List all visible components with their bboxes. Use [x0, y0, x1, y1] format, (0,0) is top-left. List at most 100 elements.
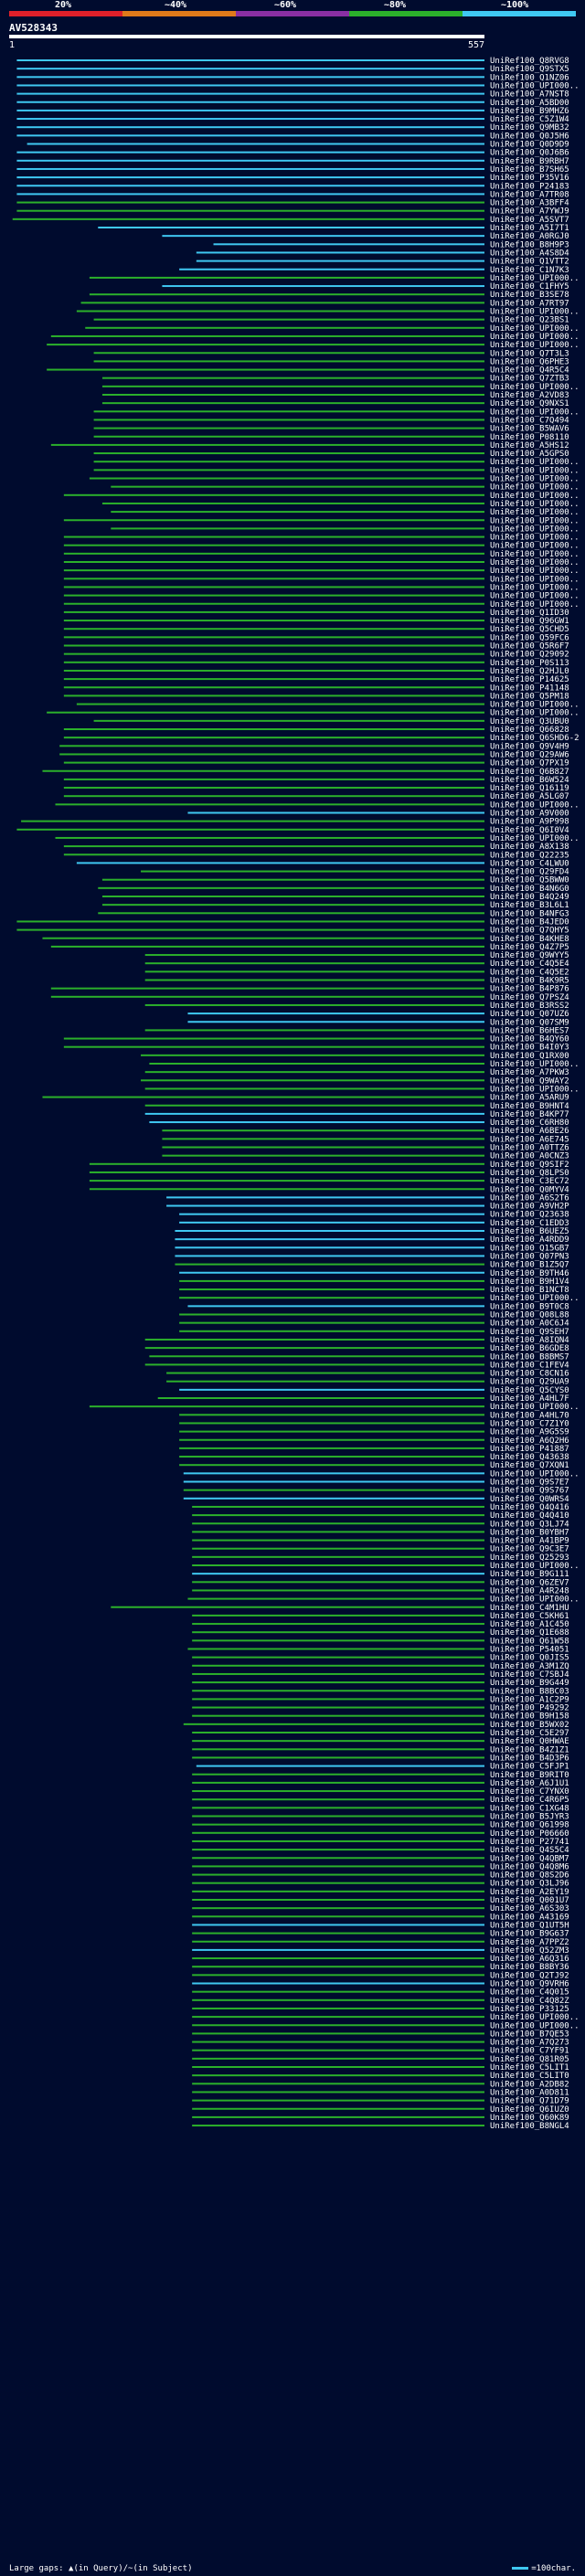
hit-bar[interactable] [192, 1732, 484, 1733]
hit-label[interactable]: UniRef100_B7SH65 [490, 165, 569, 175]
hit-label[interactable]: UniRef100_UPI000.. [490, 2021, 580, 2030]
hit-label[interactable]: UniRef100_C5FJP1 [490, 1763, 569, 1772]
hit-label[interactable]: UniRef100_A5ARU9 [490, 1094, 569, 1103]
hit-label[interactable]: UniRef100_Q0D9D9 [490, 141, 569, 150]
hit-bar[interactable] [187, 1305, 484, 1308]
hit-label[interactable]: UniRef100_Q07SM9 [490, 1018, 569, 1027]
hit-bar[interactable] [192, 1924, 484, 1926]
hit-label[interactable]: UniRef100_Q5CYS0 [490, 1386, 569, 1395]
hit-label[interactable]: UniRef100_A9VH2P [490, 1203, 569, 1212]
hit-bar[interactable] [16, 828, 484, 831]
hit-label[interactable]: UniRef100_Q6PHE3 [490, 357, 569, 366]
hit-label[interactable]: UniRef100_Q5PM18 [490, 692, 569, 701]
hit-bar[interactable] [16, 76, 484, 79]
hit-bar[interactable] [16, 126, 484, 129]
hit-label[interactable]: UniRef100_UPI000.. [490, 483, 580, 493]
hit-label[interactable]: UniRef100_B3L6L1 [490, 901, 569, 910]
hit-label[interactable]: UniRef100_Q4QBM7 [490, 1854, 569, 1863]
hit-bar[interactable] [63, 1037, 485, 1040]
hit-label[interactable]: UniRef100_B1NCT8 [490, 1286, 569, 1295]
hit-label[interactable]: UniRef100_Q001U7 [490, 1896, 569, 1905]
hit-label[interactable]: UniRef100_A5HS12 [490, 441, 569, 451]
hit-label[interactable]: UniRef100_B4JED0 [490, 917, 569, 927]
hit-bar[interactable] [192, 1873, 484, 1876]
hit-label[interactable]: UniRef100_Q8S2D6 [490, 1871, 569, 1881]
hit-label[interactable]: UniRef100_Q23638 [490, 1211, 569, 1220]
hit-bar[interactable] [175, 1255, 484, 1257]
hit-label[interactable]: UniRef100_A2DB82 [490, 2080, 569, 2089]
hit-bar[interactable] [179, 1422, 484, 1425]
hit-bar[interactable] [47, 344, 485, 346]
hit-bar[interactable] [16, 176, 484, 179]
hit-bar[interactable] [187, 811, 484, 814]
hit-bar[interactable] [101, 402, 484, 405]
hit-label[interactable]: UniRef100_UPI000.. [490, 1294, 580, 1303]
hit-bar[interactable] [63, 661, 485, 663]
hit-bar[interactable] [175, 1238, 484, 1241]
hit-bar[interactable] [179, 268, 484, 270]
hit-bar[interactable] [192, 2024, 484, 2027]
hit-label[interactable]: UniRef100_A4HL7F [490, 1394, 569, 1404]
hit-label[interactable]: UniRef100_B6HES7 [490, 1026, 569, 1035]
hit-label[interactable]: UniRef100_Q5CHD5 [490, 625, 569, 634]
hit-bar[interactable] [192, 1790, 484, 1793]
hit-label[interactable]: UniRef100_Q9S7E7 [490, 1479, 569, 1488]
hit-label[interactable]: UniRef100_Q9MB32 [490, 123, 569, 133]
hit-bar[interactable] [192, 1505, 484, 1508]
hit-bar[interactable] [63, 561, 485, 563]
hit-label[interactable]: UniRef100_A7YWJ9 [490, 207, 569, 217]
hit-bar[interactable] [63, 535, 485, 538]
hit-label[interactable]: UniRef100_Q7QHY5 [490, 927, 569, 936]
hit-label[interactable]: UniRef100_C7Q494 [490, 416, 569, 425]
hit-bar[interactable] [192, 1907, 484, 1910]
hit-label[interactable]: UniRef100_UPI000.. [490, 701, 580, 710]
hit-bar[interactable] [42, 937, 484, 939]
hit-bar[interactable] [192, 1690, 484, 1692]
hit-label[interactable]: UniRef100_P24183 [490, 182, 569, 191]
hit-bar[interactable] [144, 1087, 485, 1090]
hit-bar[interactable] [192, 1555, 484, 1558]
hit-bar[interactable] [16, 151, 484, 154]
hit-label[interactable]: UniRef100_C4Q5E2 [490, 968, 569, 977]
hit-bar[interactable] [196, 251, 485, 254]
hit-label[interactable]: UniRef100_Q9SEH7 [490, 1328, 569, 1337]
hit-bar[interactable] [50, 443, 485, 446]
hit-bar[interactable] [162, 235, 484, 238]
hit-label[interactable]: UniRef100_B4P876 [490, 985, 569, 994]
hit-label[interactable]: UniRef100_A4R248 [490, 1586, 569, 1595]
hit-bar[interactable] [16, 159, 484, 162]
hit-label[interactable]: UniRef100_Q1ID30 [490, 609, 569, 618]
hit-label[interactable]: UniRef100_A0TTZ6 [490, 1144, 569, 1153]
hit-bar[interactable] [187, 1021, 484, 1023]
hit-label[interactable]: UniRef100_UPI000.. [490, 2013, 580, 2022]
hit-label[interactable]: UniRef100_A3M1ZQ [490, 1662, 569, 1671]
hit-label[interactable]: UniRef100_C3EC72 [490, 1177, 569, 1186]
hit-bar[interactable] [98, 886, 485, 889]
hit-bar[interactable] [16, 185, 484, 187]
hit-label[interactable]: UniRef100_C1EDD3 [490, 1219, 569, 1228]
hit-bar[interactable] [16, 920, 484, 923]
hit-label[interactable]: UniRef100_UPI000.. [490, 508, 580, 517]
hit-label[interactable]: UniRef100_A1C450 [490, 1620, 569, 1629]
hit-bar[interactable] [179, 1388, 484, 1391]
hit-bar[interactable] [85, 326, 484, 329]
hit-bar[interactable] [192, 1714, 484, 1717]
hit-label[interactable]: UniRef100_A5BD00 [490, 99, 569, 108]
hit-label[interactable]: UniRef100_Q0HWAE [490, 1737, 569, 1746]
hit-bar[interactable] [63, 586, 485, 588]
hit-label[interactable]: UniRef100_P35V16 [490, 174, 569, 183]
hit-label[interactable]: UniRef100_B9G111 [490, 1570, 569, 1579]
hit-bar[interactable] [93, 352, 484, 355]
hit-label[interactable]: UniRef100_UPI000.. [490, 1595, 580, 1605]
hit-label[interactable]: UniRef100_A6S2T6 [490, 1193, 569, 1203]
hit-label[interactable]: UniRef100_A0D811 [490, 2088, 569, 2097]
hit-bar[interactable] [192, 2083, 484, 2085]
hit-bar[interactable] [166, 1372, 484, 1374]
hit-label[interactable]: UniRef100_A4RDD9 [490, 1235, 569, 1245]
hit-bar[interactable] [111, 511, 484, 514]
hit-bar[interactable] [63, 678, 485, 681]
hit-label[interactable]: UniRef100_Q61W58 [490, 1637, 569, 1646]
hit-label[interactable]: UniRef100_Q0JIS5 [490, 1654, 569, 1663]
hit-bar[interactable] [16, 167, 484, 170]
hit-label[interactable]: UniRef100_A5I7T1 [490, 224, 569, 233]
